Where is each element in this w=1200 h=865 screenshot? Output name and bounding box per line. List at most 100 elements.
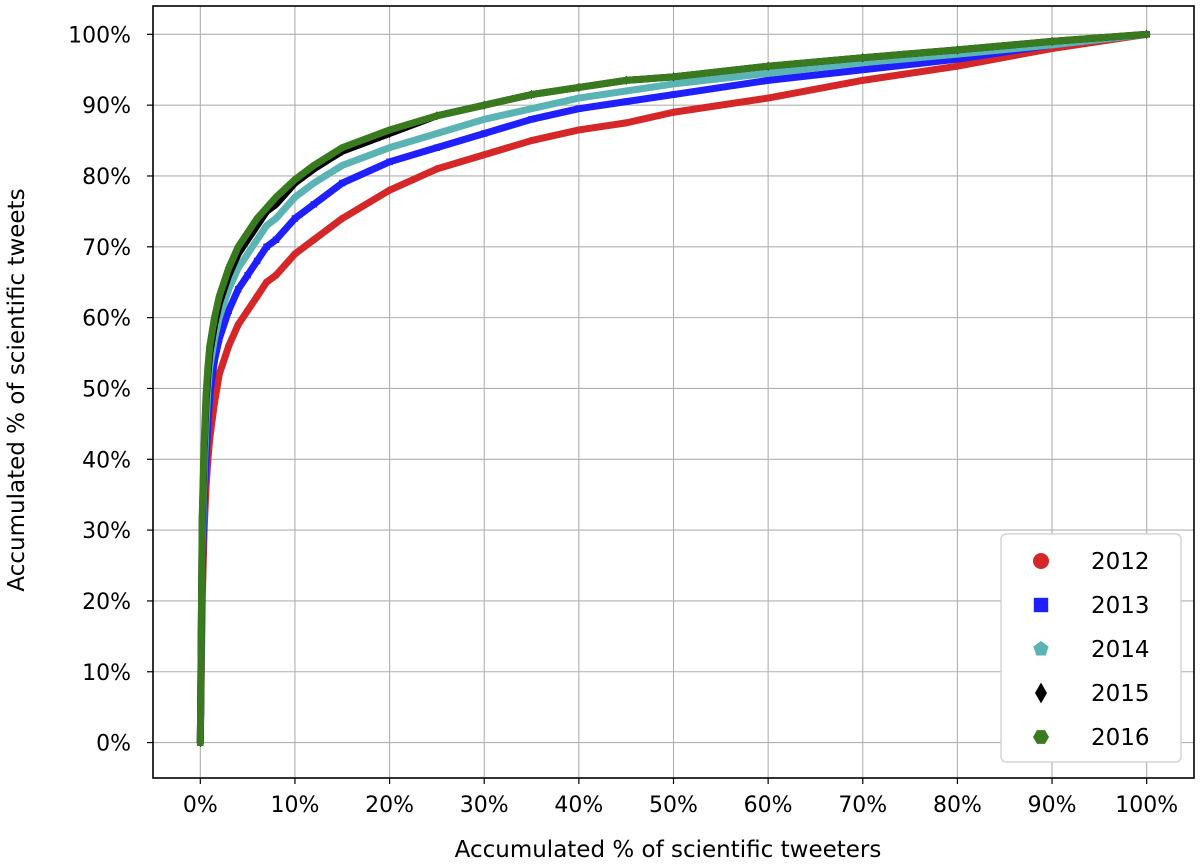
data-point-2014 — [253, 236, 261, 243]
data-point-2013 — [954, 55, 961, 63]
data-point-2012 — [622, 119, 630, 127]
legend-marker-2015 — [1035, 682, 1047, 704]
legend-entry-2014: 2014 — [1033, 637, 1150, 663]
y-tick-label: 70% — [82, 236, 131, 261]
legend-marker-2012 — [1033, 553, 1049, 569]
data-point-2016 — [338, 144, 346, 151]
data-point-2016 — [272, 194, 280, 201]
data-point-2016 — [200, 442, 208, 449]
data-point-2016 — [433, 112, 441, 119]
legend-label: 2016 — [1091, 725, 1150, 751]
data-point-2012 — [859, 76, 867, 84]
data-point-2016 — [859, 54, 867, 61]
data-point-2016 — [234, 243, 242, 250]
x-tick-label: 90% — [1028, 793, 1077, 818]
y-tick-label: 80% — [82, 165, 131, 190]
data-point-2016 — [1048, 38, 1056, 45]
x-tick-label: 60% — [744, 793, 793, 818]
data-point-2014 — [272, 214, 280, 222]
data-point-2012 — [669, 108, 678, 116]
x-tick-label: 10% — [271, 793, 320, 818]
data-point-2013 — [339, 179, 346, 187]
data-point-2013 — [764, 77, 772, 84]
data-point-2013 — [291, 215, 299, 222]
data-point-2016 — [253, 215, 261, 222]
y-tick-label: 10% — [82, 661, 131, 686]
data-point-2014 — [310, 179, 318, 186]
legend-marker-2014 — [1033, 641, 1049, 656]
data-point-2013 — [211, 356, 218, 364]
data-point-2016 — [669, 73, 678, 80]
data-point-2012 — [215, 370, 223, 378]
y-tick-label: 30% — [82, 519, 131, 544]
legend-label: 2015 — [1091, 681, 1150, 707]
data-point-2013 — [575, 105, 583, 112]
data-point-2013 — [528, 116, 535, 123]
data-point-2016 — [262, 204, 271, 211]
data-point-2013 — [622, 98, 630, 105]
data-point-2013 — [234, 286, 242, 293]
x-tick-label: 40% — [554, 793, 603, 818]
legend: 2012 2013 2014 2015 2016 — [1000, 533, 1182, 763]
legend-marker-2016 — [1033, 730, 1049, 744]
legend-entry-2012: 2012 — [1033, 549, 1150, 575]
y-tick-label: 20% — [82, 590, 131, 615]
data-point-2014 — [291, 193, 299, 201]
data-point-2013 — [225, 307, 232, 314]
data-point-2012 — [575, 126, 583, 134]
legend-items: 2012 2013 2014 2015 2016 — [1033, 549, 1150, 751]
x-axis-ticks: 0% 10% 20% 30% 40% 50% 60% 70% 80% 90% 100% — [183, 778, 1178, 818]
legend-box — [1000, 533, 1182, 763]
data-point-2012 — [385, 186, 394, 194]
x-tick-label: 0% — [183, 793, 218, 818]
data-point-2016 — [953, 46, 962, 54]
legend-label: 2012 — [1091, 549, 1150, 575]
data-point-2016 — [206, 342, 214, 350]
data-point-2012 — [527, 136, 536, 145]
data-point-2012 — [764, 94, 772, 102]
data-point-2014 — [575, 94, 583, 101]
legend-label: 2013 — [1091, 593, 1150, 619]
series-2016 — [196, 30, 1151, 747]
data-point-2013 — [670, 91, 677, 98]
data-point-2016 — [1143, 31, 1151, 38]
data-point-2013 — [480, 130, 488, 137]
data-point-2013 — [386, 158, 393, 166]
data-point-2013 — [216, 335, 223, 343]
x-tick-label: 30% — [460, 793, 509, 818]
x-tick-label: 20% — [365, 793, 414, 818]
data-point-2013 — [244, 271, 251, 279]
plot-series — [196, 29, 1151, 748]
data-point-2016 — [310, 162, 318, 169]
legend-marker-2013 — [1033, 597, 1049, 613]
data-point-2014 — [764, 69, 772, 77]
data-point-2014 — [433, 129, 441, 137]
data-point-2014 — [480, 115, 488, 123]
y-tick-label: 90% — [82, 94, 131, 119]
data-point-2012 — [225, 342, 233, 350]
data-point-2016 — [244, 229, 252, 236]
data-point-2016 — [198, 512, 206, 520]
data-point-2012 — [253, 292, 261, 300]
y-tick-label: 40% — [82, 448, 131, 473]
x-axis-label: Accumulated % of scientific tweeters — [455, 837, 882, 863]
data-point-2012 — [433, 165, 441, 173]
data-point-2016 — [291, 176, 299, 183]
legend-entry-2016: 2016 — [1033, 725, 1150, 751]
data-point-2012 — [244, 306, 252, 315]
data-point-2014 — [244, 250, 252, 257]
data-point-2012 — [480, 151, 488, 159]
data-point-2013 — [272, 236, 280, 243]
data-point-2013 — [859, 66, 867, 73]
data-point-2013 — [310, 201, 318, 208]
data-point-2016 — [204, 364, 212, 371]
y-axis-label: Accumulated % of scientific tweets — [4, 188, 30, 591]
data-point-2016 — [480, 102, 488, 109]
data-point-2016 — [575, 84, 583, 91]
y-axis-ticks: 0% 10% 20% 30% 40% 50% 60% 70% 80% 90% 100% — [68, 23, 153, 757]
data-point-2012 — [310, 236, 318, 244]
x-tick-label: 70% — [838, 793, 887, 818]
y-tick-label: 0% — [96, 732, 131, 757]
data-point-2016 — [215, 293, 223, 300]
